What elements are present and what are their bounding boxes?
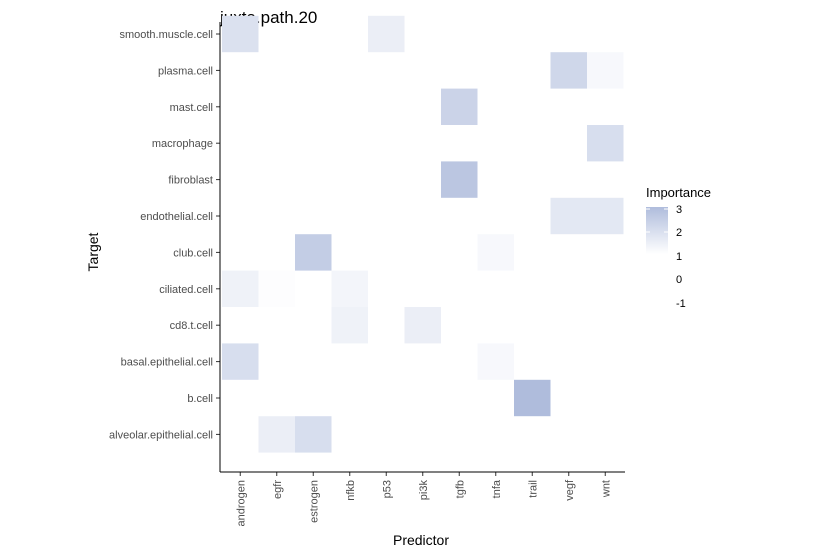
x-tick-label: androgen (235, 480, 247, 527)
x-tick-label: egfr (272, 480, 284, 499)
heatmap-cell-smooth.muscle.cell-p53 (368, 15, 405, 53)
x-tick-label: estrogen (308, 480, 320, 523)
y-tick-label: basal.epithelial.cell (121, 357, 213, 369)
heatmap-cell-cd8.t.cell-pi3k (404, 307, 441, 344)
y-tick-label: club.cell (173, 247, 213, 259)
heatmap-cell-fibroblast-tgfb (441, 161, 478, 198)
legend-break-label: 0 (676, 274, 682, 286)
legend-labels: 3 2 1 0 -1 (646, 204, 686, 310)
x-tick-label: vegf (564, 479, 576, 501)
y-tick-label: fibroblast (168, 175, 213, 187)
legend-colorbar (646, 207, 668, 254)
x-tick-label: wnt (600, 480, 612, 498)
heatmap-cell-basal.epithelial.cell-tnfa (477, 343, 514, 380)
y-axis-ticks: smooth.muscle.cell plasma.cell mast.cell ma… (109, 29, 220, 441)
heatmap-cell-macrophage-wnt (587, 125, 624, 162)
legend-break-label: 3 (676, 204, 682, 216)
x-tick-label: p53 (381, 480, 393, 498)
heatmap-cell-basal.epithelial.cell-androgen (222, 343, 259, 380)
y-tick-label: macrophage (152, 138, 213, 150)
x-tick-label: tnfa (491, 479, 503, 498)
heatmap-cell-alveolar.epithelial.cell-egfr (258, 416, 295, 453)
heatmap-cell-ciliated.cell-nfkb (331, 270, 368, 307)
heatmap-cell-endothelial.cell-wnt (587, 197, 624, 235)
y-tick-label: plasma.cell (158, 65, 213, 77)
legend-title: Importance (646, 185, 711, 200)
heatmap-cell-cd8.t.cell-nfkb (331, 307, 368, 344)
heatmap-cell-endothelial.cell-vegf (550, 197, 587, 235)
heatmap-cell-ciliated.cell-egfr (258, 270, 295, 307)
y-tick-label: ciliated.cell (159, 284, 213, 296)
x-axis-title: Predictor (393, 532, 449, 548)
heatmap-cell-b.cell-trail (514, 379, 551, 417)
legend-break-label: 2 (676, 227, 682, 239)
y-tick-label: b.cell (187, 393, 213, 405)
heatmap-cell-alveolar.epithelial.cell-estrogen (295, 416, 332, 453)
legend-break-label: 1 (676, 251, 682, 263)
x-tick-label: pi3k (418, 480, 430, 501)
x-tick-label: trail (527, 480, 539, 498)
y-tick-label: mast.cell (170, 102, 213, 114)
y-tick-label: endothelial.cell (140, 211, 213, 223)
x-axis-ticks: androgen egfr estrogen nfkb p53 pi3k tgfb tnfa t… (235, 472, 612, 527)
heatmap-cell-club.cell-tnfa (477, 234, 514, 271)
y-tick-label: cd8.t.cell (170, 320, 213, 332)
heatmap-cells (222, 15, 624, 453)
x-tick-label: tgfb (454, 480, 466, 498)
heatmap-cell-smooth.muscle.cell-androgen (222, 15, 259, 53)
y-axis-title: Target (85, 232, 101, 271)
heatmap-cell-mast.cell-tgfb (441, 88, 478, 125)
y-tick-label: alveolar.epithelial.cell (109, 429, 213, 441)
legend-break-label: -1 (676, 298, 686, 310)
heatmap-cell-plasma.cell-vegf (550, 52, 587, 89)
legend: Importance 3 2 1 0 -1 (646, 185, 711, 310)
x-tick-label: nfkb (345, 480, 357, 501)
heatmap-cell-plasma.cell-wnt (587, 52, 624, 89)
heatmap-cell-club.cell-estrogen (295, 234, 332, 271)
heatmap-cell-ciliated.cell-androgen (222, 270, 259, 307)
y-tick-label: smooth.muscle.cell (119, 29, 213, 41)
